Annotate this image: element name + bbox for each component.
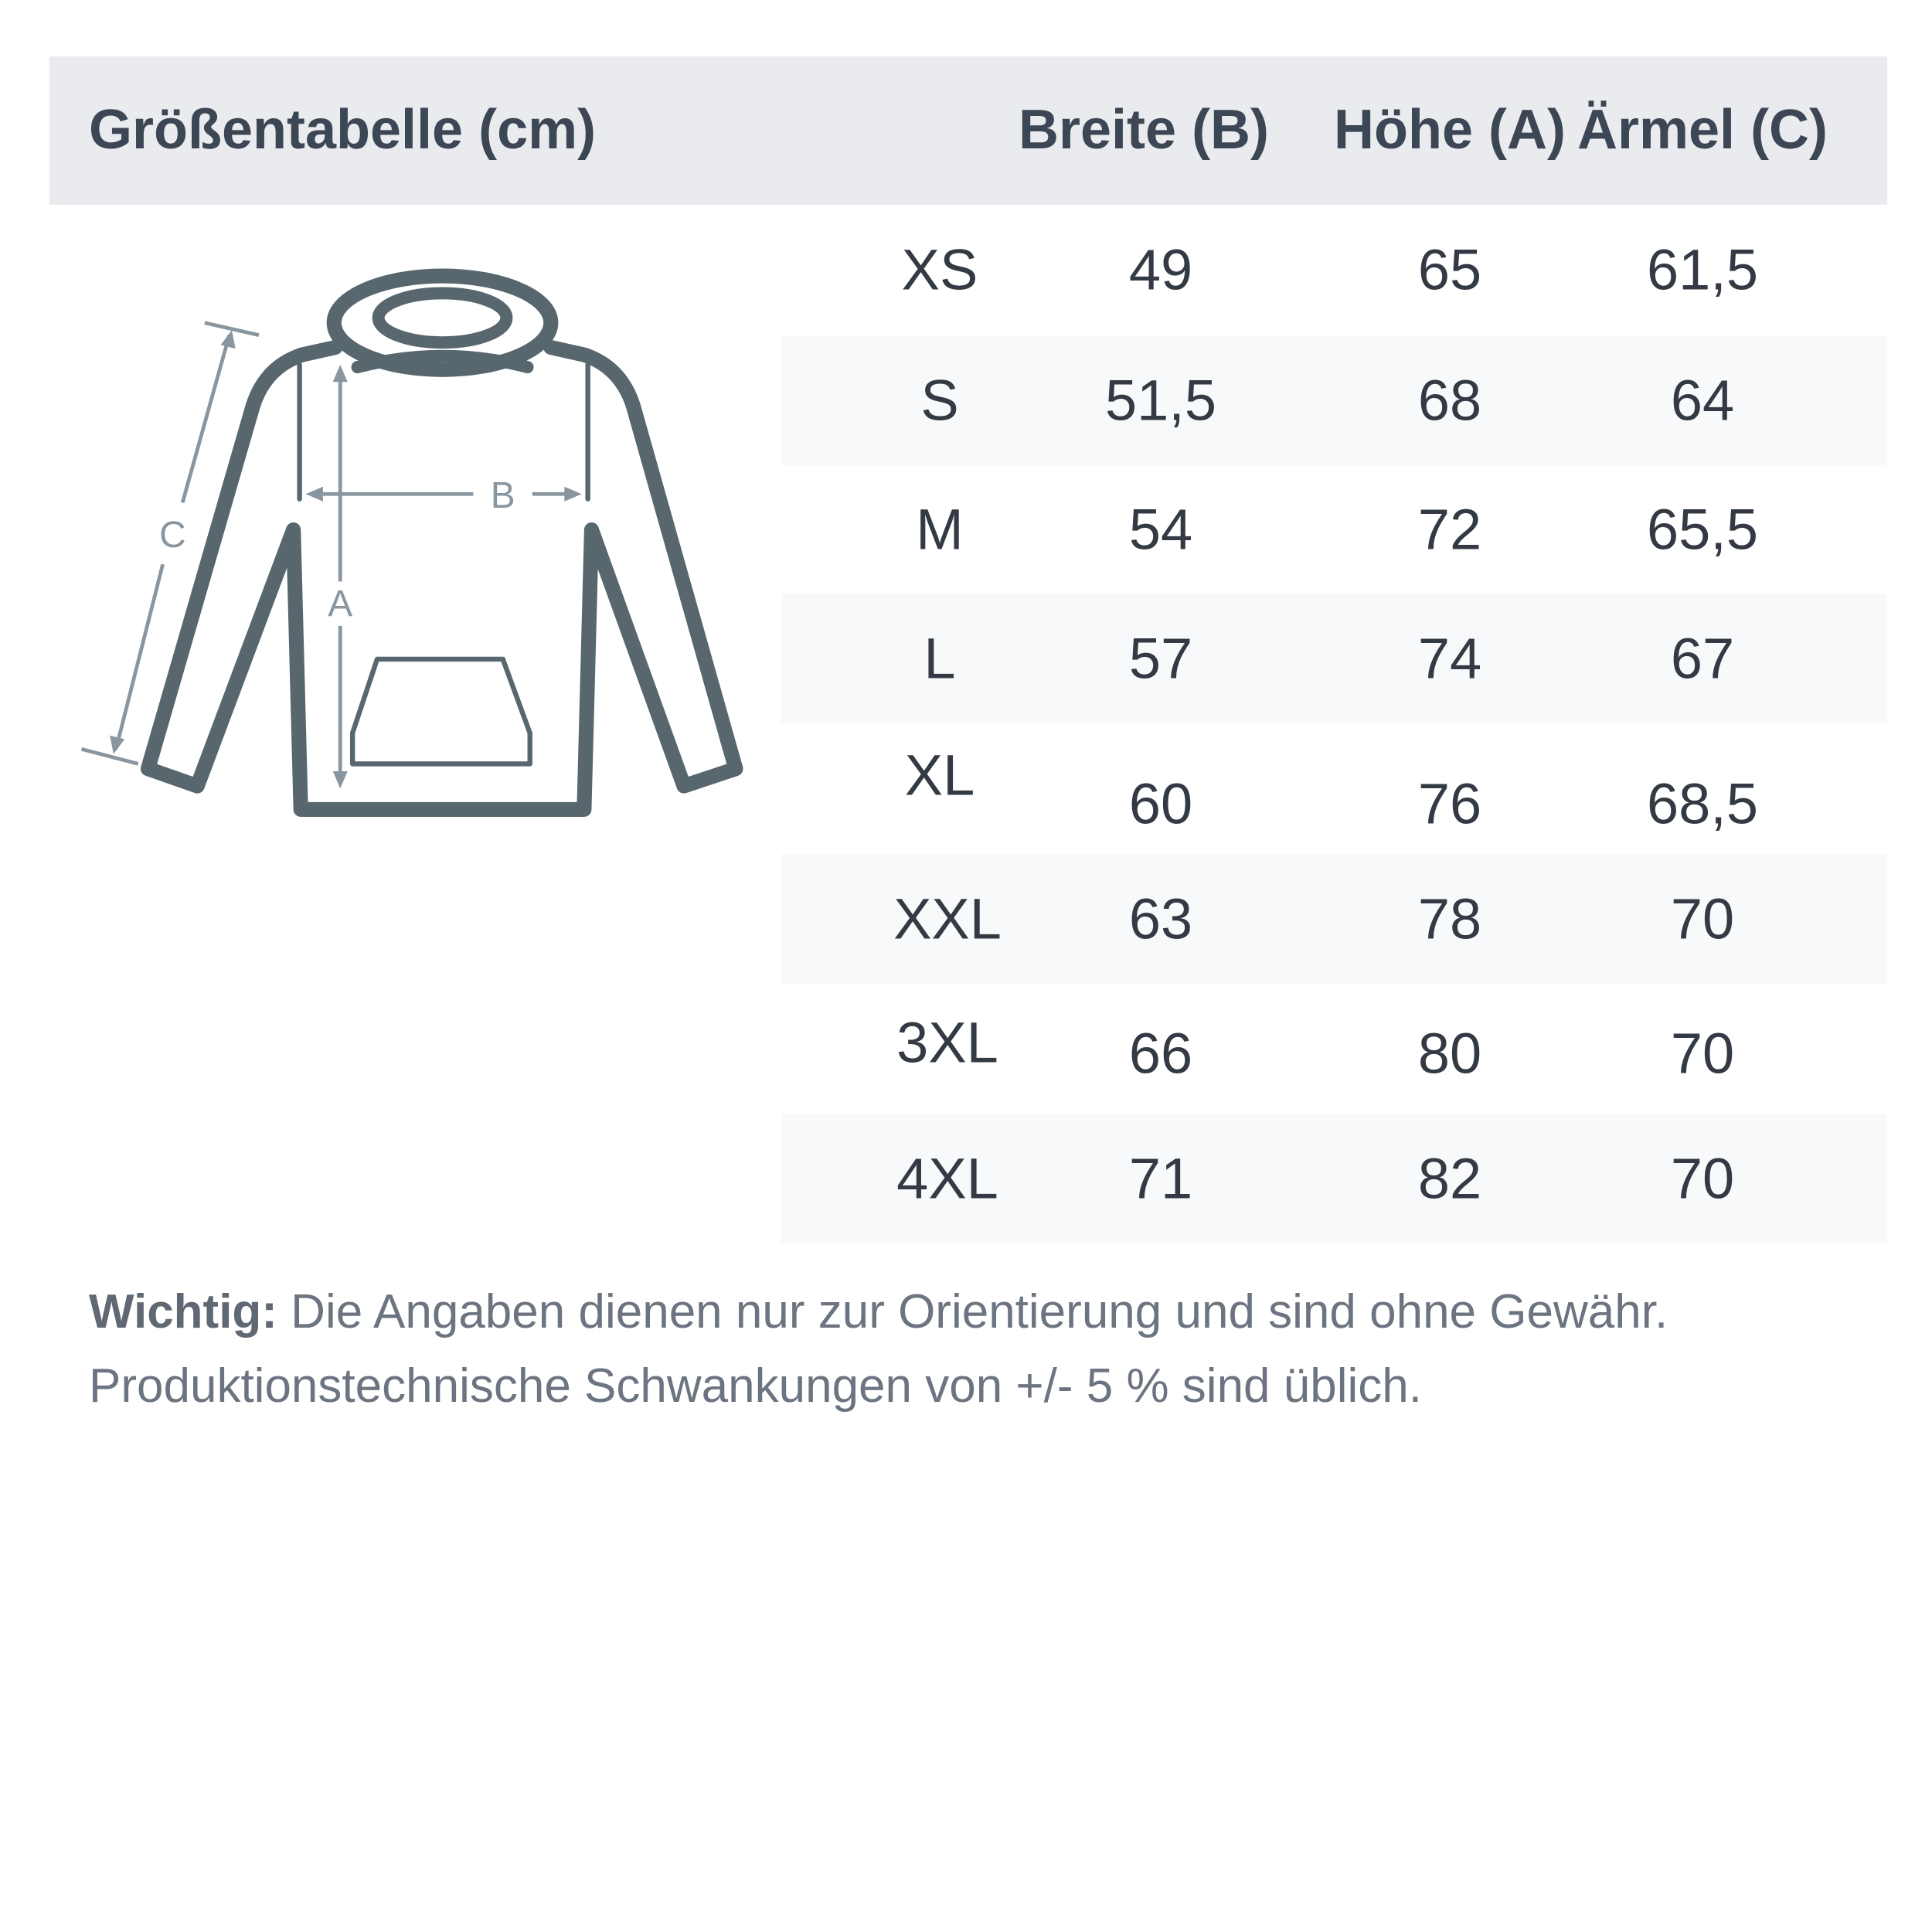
aermel-cell: 64 xyxy=(1670,368,1735,433)
size-cell: 3XL xyxy=(896,1010,998,1075)
size-cell: XXL xyxy=(893,886,1002,951)
aermel-cell: 68,5 xyxy=(1646,771,1759,836)
breite-cell: 57 xyxy=(1128,626,1193,691)
hoehe-cell: 76 xyxy=(1417,771,1482,836)
size-cell: XS xyxy=(901,237,978,302)
note-line-2: Produktionstechnische Schwankungen von +… xyxy=(89,1359,1422,1413)
breite-cell: 54 xyxy=(1128,497,1193,562)
table-header-band xyxy=(49,56,1887,205)
note-line-1: Die Angaben dienen nur zur Orientierung … xyxy=(277,1285,1668,1338)
hoehe-cell: 68 xyxy=(1417,368,1482,433)
hoodie-outline-icon xyxy=(140,268,743,817)
breite-cell: 49 xyxy=(1128,237,1193,302)
disclaimer-note: Wichtig: Die Angaben dienen nur zur Orie… xyxy=(89,1275,1668,1423)
aermel-cell: 70 xyxy=(1670,1146,1735,1211)
aermel-cell: 70 xyxy=(1670,886,1735,951)
hoehe-cell: 74 xyxy=(1417,626,1482,691)
breite-cell: 71 xyxy=(1128,1146,1193,1211)
aermel-cell: 65,5 xyxy=(1646,497,1759,562)
breite-cell: 66 xyxy=(1128,1021,1193,1086)
hoehe-cell: 65 xyxy=(1417,237,1482,302)
hoehe-cell: 78 xyxy=(1417,886,1482,951)
column-header-breite: Breite (B) xyxy=(1018,99,1270,161)
hoodie-diagram: A B C xyxy=(80,268,743,817)
page-title: Größentabelle (cm) xyxy=(89,99,597,161)
size-cell: S xyxy=(920,368,959,433)
table-row: XS 49 65 61,5 xyxy=(781,205,1887,335)
breite-cell: 60 xyxy=(1128,771,1193,836)
table-row: XXL 63 78 70 xyxy=(781,854,1887,984)
aermel-cell: 61,5 xyxy=(1646,237,1759,302)
size-cell: XL xyxy=(904,743,975,808)
column-header-hoehe: Höhe (A) xyxy=(1334,99,1566,161)
size-cell: 4XL xyxy=(896,1146,998,1211)
size-cell: L xyxy=(923,626,956,691)
table-row: M 54 72 65,5 xyxy=(781,464,1887,594)
table-row: 4XL 71 82 70 xyxy=(781,1114,1887,1243)
size-cell: M xyxy=(916,497,964,562)
table-row: XL 60 76 68,5 xyxy=(781,723,1887,853)
label-b: B xyxy=(491,475,515,516)
aermel-cell: 67 xyxy=(1670,626,1735,691)
table-row: L 57 74 67 xyxy=(781,594,1887,723)
table-row: 3XL 66 80 70 xyxy=(781,983,1887,1113)
label-a: A xyxy=(328,583,352,624)
label-c: C xyxy=(159,515,186,556)
aermel-cell: 70 xyxy=(1670,1021,1735,1086)
hoehe-cell: 80 xyxy=(1417,1021,1482,1086)
breite-cell: 51,5 xyxy=(1104,368,1217,433)
hoehe-cell: 82 xyxy=(1417,1146,1482,1211)
hoehe-cell: 72 xyxy=(1417,497,1482,562)
table-row: S 51,5 68 64 xyxy=(781,335,1887,465)
note-label: Wichtig: xyxy=(89,1285,277,1338)
column-header-aermel: Ärmel (C) xyxy=(1577,99,1828,161)
breite-cell: 63 xyxy=(1128,886,1193,951)
measurement-arrows xyxy=(80,321,582,789)
